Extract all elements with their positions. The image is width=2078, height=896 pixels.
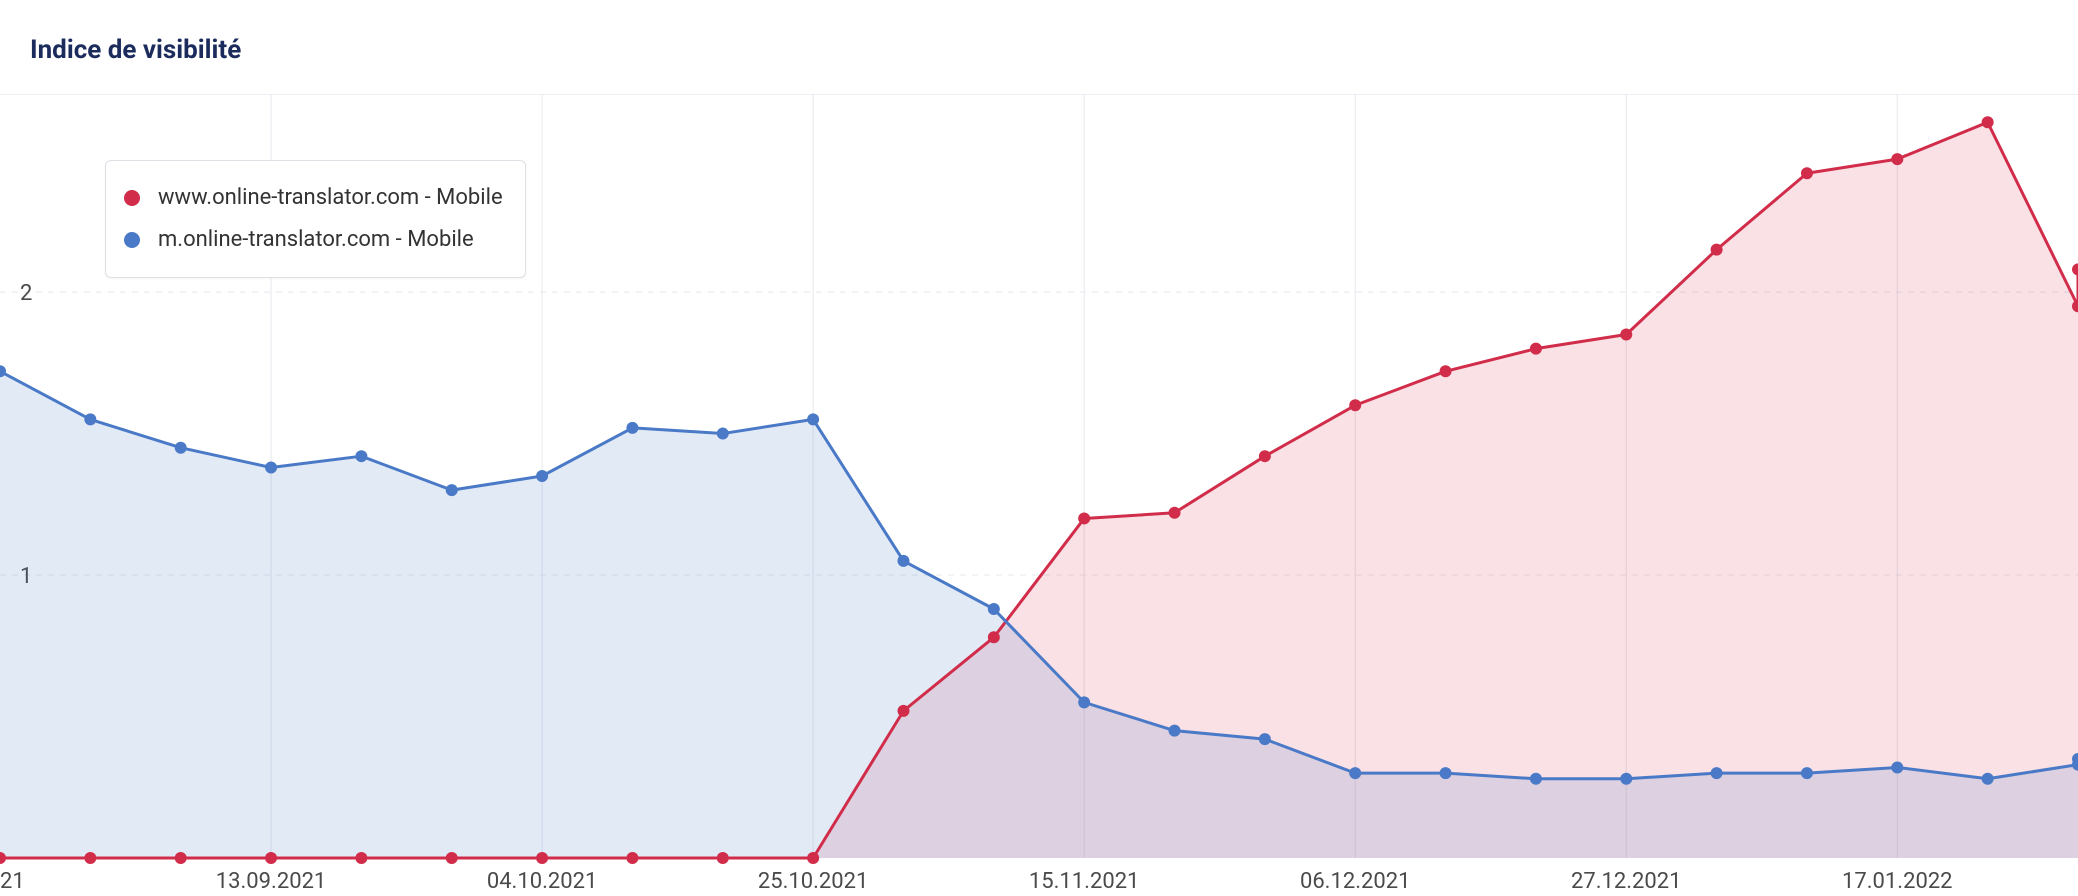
series-www-point[interactable] <box>897 705 909 717</box>
series-m-point[interactable] <box>84 413 96 425</box>
legend-dot-icon <box>124 232 140 248</box>
series-www-point[interactable] <box>1620 329 1632 341</box>
series-m-point[interactable] <box>1620 773 1632 785</box>
series-m-point[interactable] <box>1711 767 1723 779</box>
series-m-point[interactable] <box>988 603 1000 615</box>
x-axis-label: 06.12.2021 <box>1300 869 1411 894</box>
visibility-chart: 12202113.09.202104.10.202125.10.202115.1… <box>0 0 2078 896</box>
series-m-point[interactable] <box>265 462 277 474</box>
series-m-point[interactable] <box>897 555 909 567</box>
visibility-index-card: Indice de visibilité 12202113.09.202104.… <box>0 0 2078 896</box>
series-m-point[interactable] <box>1801 767 1813 779</box>
series-m-point[interactable] <box>807 413 819 425</box>
series-www-point[interactable] <box>1440 365 1452 377</box>
series-www-point[interactable] <box>1259 450 1271 462</box>
x-axis-label: 13.09.2021 <box>216 869 327 894</box>
series-www-point[interactable] <box>988 631 1000 643</box>
x-axis-label: 25.10.2021 <box>758 869 869 894</box>
series-m-point[interactable] <box>1078 696 1090 708</box>
series-m-point[interactable] <box>446 484 458 496</box>
series-m-point[interactable] <box>536 470 548 482</box>
series-m-point[interactable] <box>717 428 729 440</box>
legend-dot-icon <box>124 190 140 206</box>
x-axis-label: 04.10.2021 <box>487 869 598 894</box>
legend-item-m[interactable]: m.online-translator.com - Mobile <box>124 219 503 261</box>
series-www-point[interactable] <box>1982 116 1994 128</box>
series-www-point[interactable] <box>2072 263 2078 275</box>
series-m-point[interactable] <box>1440 767 1452 779</box>
series-m-point[interactable] <box>355 450 367 462</box>
series-m-point[interactable] <box>1169 725 1181 737</box>
series-www-point[interactable] <box>1711 244 1723 256</box>
series-www-point[interactable] <box>1530 343 1542 355</box>
x-axis-label: 2021 <box>0 869 25 894</box>
legend-label: www.online-translator.com - Mobile <box>158 177 503 219</box>
series-m-point[interactable] <box>626 422 638 434</box>
series-www-point[interactable] <box>536 852 548 864</box>
series-www-point[interactable] <box>355 852 367 864</box>
series-www-point[interactable] <box>446 852 458 864</box>
series-m-point[interactable] <box>1982 773 1994 785</box>
series-m-point[interactable] <box>1259 733 1271 745</box>
series-m-point[interactable] <box>1530 773 1542 785</box>
series-www-point[interactable] <box>717 852 729 864</box>
series-m-point[interactable] <box>1349 767 1361 779</box>
chart-legend: www.online-translator.com - Mobile m.onl… <box>105 160 526 278</box>
legend-label: m.online-translator.com - Mobile <box>158 219 474 261</box>
series-www-point[interactable] <box>1801 167 1813 179</box>
series-www-point[interactable] <box>1349 399 1361 411</box>
series-www-point[interactable] <box>84 852 96 864</box>
series-www-point[interactable] <box>1078 512 1090 524</box>
x-axis-label: 15.11.2021 <box>1029 869 1140 894</box>
series-www-point[interactable] <box>1891 153 1903 165</box>
series-www-point[interactable] <box>265 852 277 864</box>
series-m-point[interactable] <box>1891 761 1903 773</box>
series-www-point[interactable] <box>1169 507 1181 519</box>
y-axis-label: 2 <box>20 281 32 306</box>
series-m-point[interactable] <box>175 442 187 454</box>
x-axis-label: 27.12.2021 <box>1571 869 1682 894</box>
x-axis-label: 17.01.2022 <box>1842 869 1953 894</box>
legend-item-www[interactable]: www.online-translator.com - Mobile <box>124 177 503 219</box>
series-www-point[interactable] <box>175 852 187 864</box>
series-www-point[interactable] <box>807 852 819 864</box>
series-www-point[interactable] <box>626 852 638 864</box>
